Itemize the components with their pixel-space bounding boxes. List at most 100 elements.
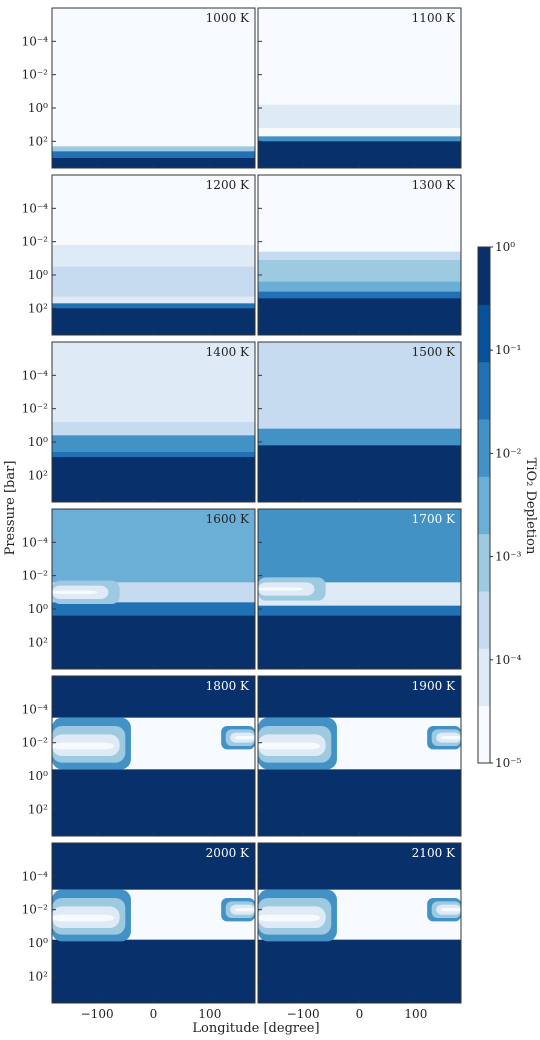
colorbar-frame (477, 246, 491, 764)
y-tick-label: 10⁻⁴ (22, 869, 49, 883)
panel-1100k: 1100 K (257, 7, 462, 169)
colorbar-segment (478, 648, 490, 707)
panel-2000k: 2000 K 10⁻⁴ 10⁻² 10⁰ 10² −100 0 100 (22, 842, 256, 1021)
temperature-label: 1300 K (412, 178, 456, 192)
colorbar-tick-label: 10⁰ (495, 240, 515, 254)
y-tick-label: 10⁻⁴ (22, 702, 49, 716)
field-band (258, 615, 461, 669)
colorbar-segment (478, 304, 490, 363)
y-tick-label: 10⁻⁴ (22, 535, 49, 549)
temperature-label: 1600 K (206, 512, 250, 526)
colorbar: 10⁰ 10⁻¹ 10⁻² 10⁻³ 10⁻⁴ 10⁻⁵ (477, 240, 522, 770)
colorbar-segment (478, 247, 490, 305)
field-band (258, 298, 461, 335)
panel-1200k: 1200 K 10⁻⁴ 10⁻² 10⁰ 10² (22, 174, 256, 336)
y-tick-label: 10⁰ (28, 268, 48, 282)
temperature-label: 1800 K (206, 679, 250, 693)
y-tick-label: 10⁻² (22, 903, 49, 917)
panel-field (52, 676, 255, 836)
temperature-label: 1900 K (412, 679, 456, 693)
y-tick-label: 10⁰ (28, 435, 48, 449)
y-tick-label: 10⁻⁴ (22, 368, 49, 382)
panel-field (52, 342, 255, 502)
field-band (258, 141, 461, 168)
field-band (258, 769, 461, 836)
field-top (52, 8, 255, 168)
panel-field (52, 8, 255, 168)
depletion-region (440, 736, 461, 740)
panel-grid: 1000 K 10⁻⁴ 10⁻² 10⁰ 10² 1100 K 1200 K 10⁻⁴ 10⁻²… (22, 7, 462, 1021)
depletion-region (258, 914, 321, 922)
y-tick-label: 10⁰ (28, 936, 48, 950)
colorbar-tick-label: 10⁻⁵ (495, 756, 522, 770)
panel-field (258, 342, 461, 502)
panel-1300k: 1300 K (257, 174, 462, 336)
y-tick-label: 10² (28, 635, 48, 649)
x-tick-label: 100 (198, 1007, 221, 1021)
depletion-region (52, 914, 115, 922)
panel-1900k: 1900 K (257, 675, 462, 837)
y-tick-label: 10² (28, 802, 48, 816)
x-tick-label: 100 (404, 1007, 427, 1021)
depletion-region (52, 590, 98, 594)
y-tick-label: 10⁻² (22, 736, 49, 750)
y-tick-label: 10² (28, 969, 48, 983)
temperature-label: 2000 K (206, 846, 250, 860)
y-tick-label: 10⁰ (28, 602, 48, 616)
colorbar-segment (478, 533, 490, 592)
y-tick-label: 10⁰ (28, 769, 48, 783)
panel-1500k: 1500 K (257, 341, 462, 503)
panel-1700k: 1700 K (257, 508, 462, 670)
panel-field (258, 843, 461, 1003)
colorbar-tick-label: 10⁻² (495, 446, 522, 460)
temperature-label: 1100 K (412, 11, 456, 25)
temperature-label: 2100 K (412, 846, 456, 860)
temperature-label: 1200 K (206, 178, 250, 192)
depletion-region (52, 742, 115, 750)
panel-1000k: 1000 K 10⁻⁴ 10⁻² 10⁰ 10² (22, 7, 256, 169)
panel-field (52, 843, 255, 1003)
field-band (52, 769, 255, 836)
x-tick-label: 0 (150, 1007, 158, 1021)
y-tick-label: 10⁻² (22, 68, 49, 82)
panel-1600k: 1600 K 10⁻⁴ 10⁻² 10⁰ 10² (22, 508, 256, 670)
x-tick-label: 0 (356, 1007, 364, 1021)
colorbar-tick-label: 10⁻³ (495, 550, 522, 564)
y-tick-label: 10⁰ (28, 101, 48, 115)
field-band (258, 445, 461, 502)
panel-1400k: 1400 K 10⁻⁴ 10⁻² 10⁰ 10² (22, 341, 256, 503)
temperature-label: 1700 K (412, 512, 456, 526)
panel-field (258, 676, 461, 836)
y-axis-label: Pressure [bar] (3, 461, 18, 556)
panel-field (258, 509, 461, 669)
field-band (258, 939, 461, 1003)
depletion-region (234, 736, 255, 740)
colorbar-segment (478, 361, 490, 420)
panel-1800k: 1800 K 10⁻⁴ 10⁻² 10⁰ 10² (22, 675, 256, 837)
colorbar-segment (478, 476, 490, 535)
y-tick-label: 10⁻² (22, 569, 49, 583)
temperature-label: 1000 K (206, 11, 250, 25)
panel-field (52, 509, 255, 669)
x-axis-label: Longitude [degree] (192, 1021, 319, 1036)
y-tick-label: 10⁻⁴ (22, 34, 49, 48)
depletion-region (258, 742, 321, 750)
colorbar-segment (478, 591, 490, 649)
y-tick-label: 10⁻⁴ (22, 201, 49, 215)
y-tick-label: 10⁻² (22, 402, 49, 416)
field-band (52, 939, 255, 1003)
field-band (52, 158, 255, 168)
y-tick-label: 10⁻² (22, 235, 49, 249)
x-tick-label: −100 (287, 1007, 320, 1021)
panel-field (258, 175, 461, 335)
y-tick-label: 10² (28, 301, 48, 315)
y-tick-label: 10² (28, 134, 48, 148)
colorbar-segment (478, 705, 490, 764)
panel-field (258, 8, 461, 168)
colorbar-tick-label: 10⁻¹ (495, 343, 521, 357)
depletion-region (234, 908, 255, 912)
x-tick-label: −100 (81, 1007, 114, 1021)
field-band (52, 308, 255, 335)
colorbar-label: TiO₂ Depletion (523, 458, 538, 555)
